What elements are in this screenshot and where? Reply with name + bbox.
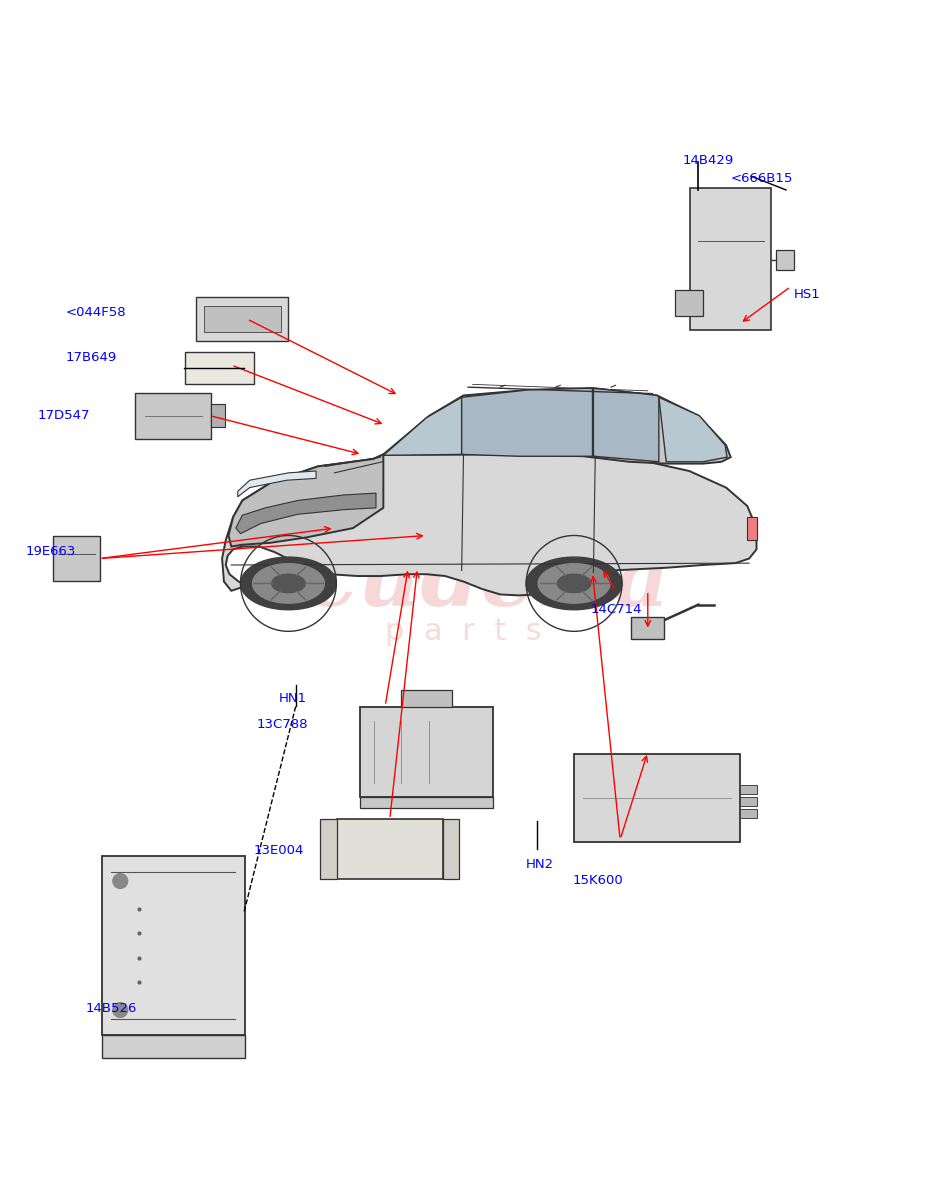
Bar xyxy=(320,818,337,878)
Bar xyxy=(102,856,245,1036)
Text: 19E663: 19E663 xyxy=(26,545,76,558)
Text: HN1: HN1 xyxy=(279,692,308,706)
Bar xyxy=(211,404,225,427)
Polygon shape xyxy=(235,493,376,534)
Bar xyxy=(360,707,493,797)
Polygon shape xyxy=(659,397,727,462)
Bar xyxy=(135,392,211,439)
Bar xyxy=(740,785,756,794)
Text: HS1: HS1 xyxy=(794,288,820,300)
Bar xyxy=(631,617,665,638)
Polygon shape xyxy=(384,397,462,455)
Bar xyxy=(337,818,443,878)
Text: 13E004: 13E004 xyxy=(253,844,304,857)
Bar xyxy=(360,797,493,809)
Text: <666B15: <666B15 xyxy=(730,173,794,185)
Polygon shape xyxy=(557,574,590,593)
Text: 13C788: 13C788 xyxy=(256,718,308,731)
Bar xyxy=(53,536,100,581)
Bar xyxy=(740,797,756,806)
Text: 14B526: 14B526 xyxy=(85,1002,137,1015)
Circle shape xyxy=(113,1003,128,1018)
Polygon shape xyxy=(229,455,384,546)
Text: 17D547: 17D547 xyxy=(38,409,90,422)
Bar xyxy=(204,306,281,332)
Bar xyxy=(102,1036,245,1058)
Bar xyxy=(776,250,794,270)
Text: 14B429: 14B429 xyxy=(683,154,734,167)
Polygon shape xyxy=(527,557,622,610)
Bar xyxy=(443,818,460,878)
Bar xyxy=(574,755,740,842)
Polygon shape xyxy=(384,388,730,463)
Bar xyxy=(676,290,703,316)
Text: 15K600: 15K600 xyxy=(572,874,623,887)
Bar xyxy=(400,690,452,707)
Polygon shape xyxy=(241,557,337,610)
Polygon shape xyxy=(539,564,610,604)
Bar xyxy=(740,809,756,818)
Text: <044F58: <044F58 xyxy=(66,306,126,319)
Text: 14C714: 14C714 xyxy=(590,602,642,616)
Text: p  a  r  t  s: p a r t s xyxy=(386,617,541,646)
Polygon shape xyxy=(222,452,756,595)
Bar xyxy=(184,352,254,384)
Bar xyxy=(747,517,756,540)
Polygon shape xyxy=(593,388,659,462)
Circle shape xyxy=(113,874,128,888)
Polygon shape xyxy=(252,564,324,604)
Text: HN2: HN2 xyxy=(527,858,554,871)
Polygon shape xyxy=(272,574,305,593)
Polygon shape xyxy=(462,388,592,456)
Bar xyxy=(197,296,288,341)
Text: 17B649: 17B649 xyxy=(66,352,117,364)
Bar xyxy=(691,187,771,330)
Text: scuderia: scuderia xyxy=(258,540,669,623)
Polygon shape xyxy=(237,470,316,497)
